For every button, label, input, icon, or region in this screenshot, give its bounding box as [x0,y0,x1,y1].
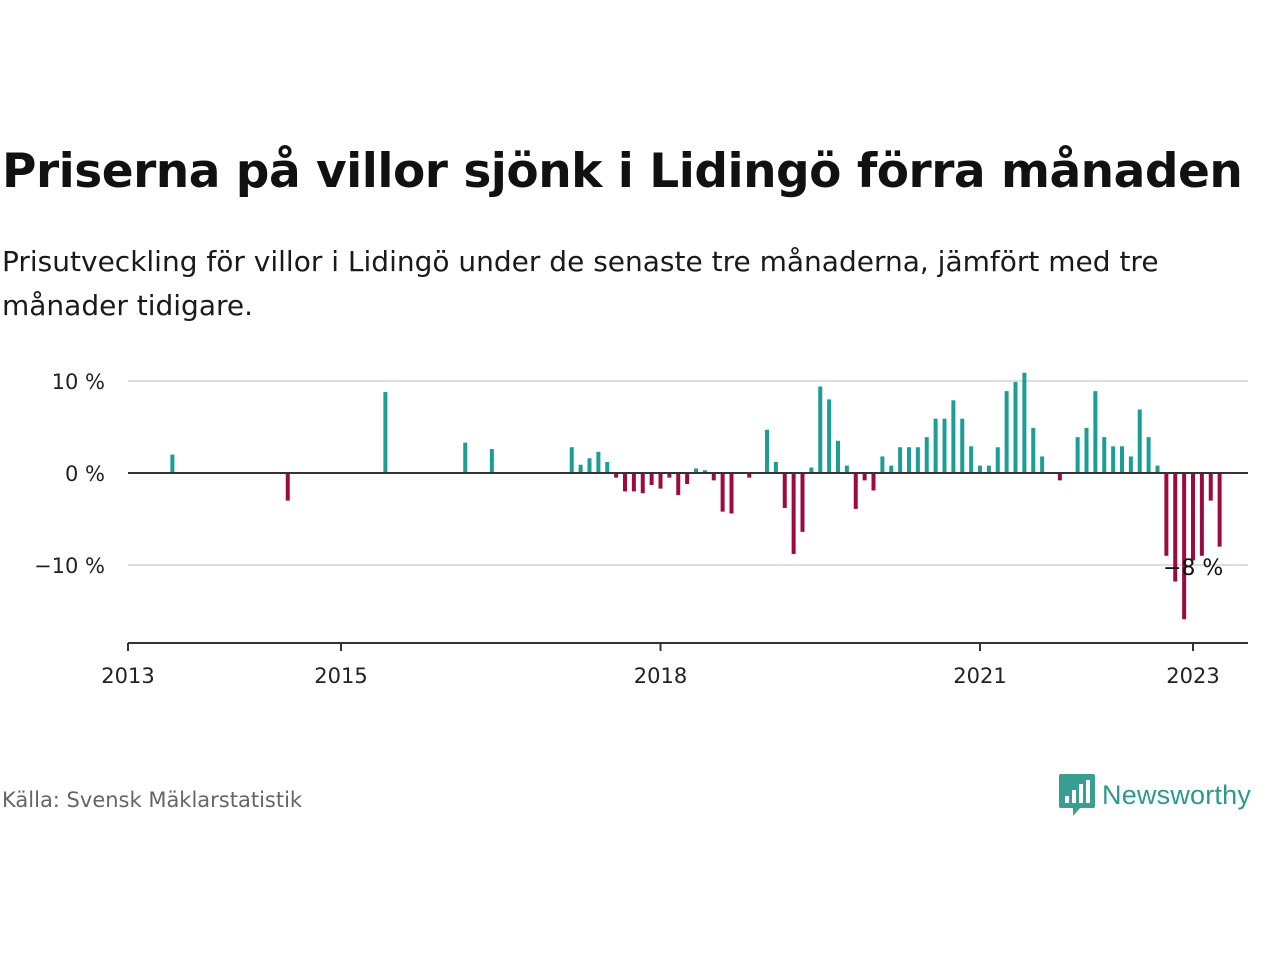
brand-logo: Newsworthy [1058,772,1251,818]
bar [578,464,583,473]
bar [773,461,778,473]
bar [1102,437,1107,473]
bar [1031,427,1036,473]
chart-title: Priserna på villor sjönk i Lidingö förra… [2,144,1243,199]
bar [960,418,965,473]
bar [880,456,885,473]
bar [720,473,725,512]
bar [1208,473,1213,501]
bar [1057,473,1062,481]
x-tick-label: 2023 [1166,664,1219,688]
x-tick-label: 2015 [314,664,367,688]
bar [791,473,796,554]
bar [1164,473,1169,556]
bar [729,473,734,514]
chart-subtitle: Prisutveckling för villor i Lidingö unde… [2,245,1159,322]
bar [871,473,876,491]
bar [898,447,903,473]
bar [1093,391,1098,473]
bar [1040,456,1045,473]
bar [1013,381,1018,473]
bar [587,458,592,473]
bar [596,451,601,473]
bar [942,418,947,473]
bar [924,437,929,473]
bar [623,473,627,492]
bar [853,473,858,509]
x-tick-label: 2021 [953,664,1006,688]
bar [1146,437,1151,473]
bar [889,465,894,473]
bar [489,449,494,473]
axes [127,472,1248,651]
bar [915,447,920,473]
bar [383,392,388,473]
bar [1120,446,1124,473]
bar [747,473,752,478]
y-tick-labels: 10 % 0 % −10 % [34,370,105,578]
bar [978,465,982,473]
brand-name: Newsworthy [1102,779,1252,810]
bar [285,473,290,501]
bar [844,465,849,473]
bar [614,473,619,478]
bar [1199,473,1204,556]
bar [649,473,654,485]
bar [170,454,175,473]
bar [951,400,956,473]
grid-lines [128,380,1248,566]
bar [818,386,823,473]
bar [1004,391,1009,473]
last-value-label: −8 % [1163,556,1223,581]
bar [711,473,716,481]
bar [782,473,787,508]
bars [170,372,1222,620]
bar [640,473,645,494]
bar [765,429,769,473]
bar [694,468,698,473]
bar [667,473,672,478]
bar [658,473,663,489]
bar [1217,473,1222,547]
bar-chart: 10 % 0 % −10 % 2013 2015 2018 2021 2023 −8 % [34,370,1248,688]
newsworthy-logo-icon [1059,774,1095,816]
y-tick-label: 10 % [52,370,105,394]
annotations: −8 % [1163,556,1223,581]
bar [1022,372,1027,473]
bar [986,465,991,473]
bar [631,473,636,492]
bar [1173,473,1178,582]
bar [809,467,814,473]
bar [1084,427,1089,473]
x-tick-label: 2013 [101,664,154,688]
bar [463,442,468,473]
y-tick-label: 0 % [65,462,105,486]
bar [569,447,574,473]
bar [1111,446,1116,473]
bar [836,440,840,473]
x-tick-label: 2018 [634,664,687,688]
y-tick-label: −10 % [34,554,105,578]
bar [1182,473,1187,620]
bar [800,473,805,532]
bar [605,461,610,473]
bar [1137,409,1142,473]
bar [1128,456,1133,473]
source-note: Källa: Svensk Mäklarstatistik [2,788,303,812]
bar [1191,473,1195,561]
bar [907,447,911,473]
bar [933,418,938,473]
bar [1155,465,1160,473]
bar [862,473,867,481]
x-tick-labels: 2013 2015 2018 2021 2023 [101,664,1219,688]
bar [969,446,974,473]
bar [702,470,707,473]
bar [995,447,1000,473]
bar [676,473,681,496]
bar [1075,437,1080,473]
bar [685,473,690,485]
bar [827,399,832,473]
